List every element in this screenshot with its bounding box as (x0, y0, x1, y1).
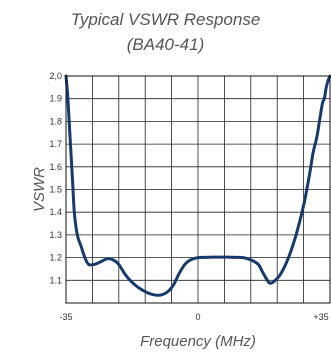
y-tick-label: 1.3 (49, 230, 62, 240)
chart-subtitle: (BA40-41) (126, 35, 205, 54)
y-axis-label: VSWR (31, 167, 48, 212)
chart-title: Typical VSWR Response (70, 10, 261, 29)
y-tick-label: 1.9 (49, 94, 62, 104)
x-tick-label: 0 (195, 312, 200, 322)
y-tick-label: 1.4 (49, 207, 62, 217)
x-tick-label: +35 (313, 312, 328, 322)
x-tick-label: -35 (59, 312, 72, 322)
series-layer (64, 74, 331, 297)
y-tick-label: 1.7 (49, 139, 62, 149)
tick-labels: 2,0 1.9 1.8 1.7 1.6 1.5 1.4 1.3 1.2 1.1 -35 0 +35 (49, 71, 328, 322)
y-tick-label: 1.1 (49, 275, 62, 285)
plot-frame (65, 75, 331, 304)
y-tick-label: 1.5 (49, 185, 62, 195)
y-tick-label: 1.6 (49, 162, 62, 172)
y-tick-label: 1.2 (49, 253, 62, 263)
y-tick-label: 2,0 (49, 71, 62, 81)
y-tick-label: 1.8 (49, 116, 62, 126)
grid (66, 76, 330, 303)
vswr-series-line (64, 74, 331, 297)
x-axis-label: Frequency (MHz) (140, 333, 256, 350)
